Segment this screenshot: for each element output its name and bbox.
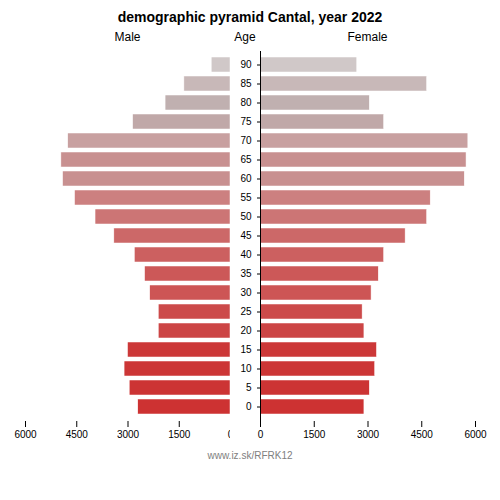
- svg-text:85: 85: [240, 78, 252, 89]
- svg-text:20: 20: [240, 325, 252, 336]
- svg-text:60: 60: [240, 173, 252, 184]
- svg-text:6000: 6000: [14, 429, 37, 440]
- svg-text:70: 70: [240, 135, 252, 146]
- svg-text:75: 75: [240, 116, 252, 127]
- svg-text:10: 10: [240, 363, 252, 374]
- svg-text:55: 55: [240, 192, 252, 203]
- html-text:Female: Female: [347, 30, 388, 44]
- svg-text:90: 90: [240, 59, 252, 70]
- svg-text:0: 0: [258, 429, 264, 440]
- html-text:Age: Age: [234, 30, 256, 44]
- svg-text:4500: 4500: [411, 429, 434, 440]
- svg-text:1500: 1500: [168, 429, 191, 440]
- svg-text:1500: 1500: [303, 429, 326, 440]
- svg-text:50: 50: [240, 211, 252, 222]
- html-text:www.iz.sk/RFRK12: www.iz.sk/RFRK12: [207, 450, 293, 461]
- html-text:Male: Male: [114, 30, 141, 44]
- svg-text:30: 30: [240, 287, 252, 298]
- svg-text:6000: 6000: [464, 429, 487, 440]
- svg-text:4500: 4500: [66, 429, 89, 440]
- html-text:demographic pyramid Cantal, ye: demographic pyramid Cantal, year 2022: [117, 9, 383, 25]
- svg-text:0: 0: [246, 401, 252, 412]
- svg-text:25: 25: [240, 306, 252, 317]
- svg-text:35: 35: [240, 268, 252, 279]
- svg-text:5: 5: [246, 382, 252, 393]
- svg-text:3000: 3000: [117, 429, 140, 440]
- svg-text:40: 40: [240, 249, 252, 260]
- svg-text:80: 80: [240, 97, 252, 108]
- svg-text:45: 45: [240, 230, 252, 241]
- svg-text:3000: 3000: [357, 429, 380, 440]
- svg-text:15: 15: [240, 344, 252, 355]
- svg-text:65: 65: [240, 154, 252, 165]
